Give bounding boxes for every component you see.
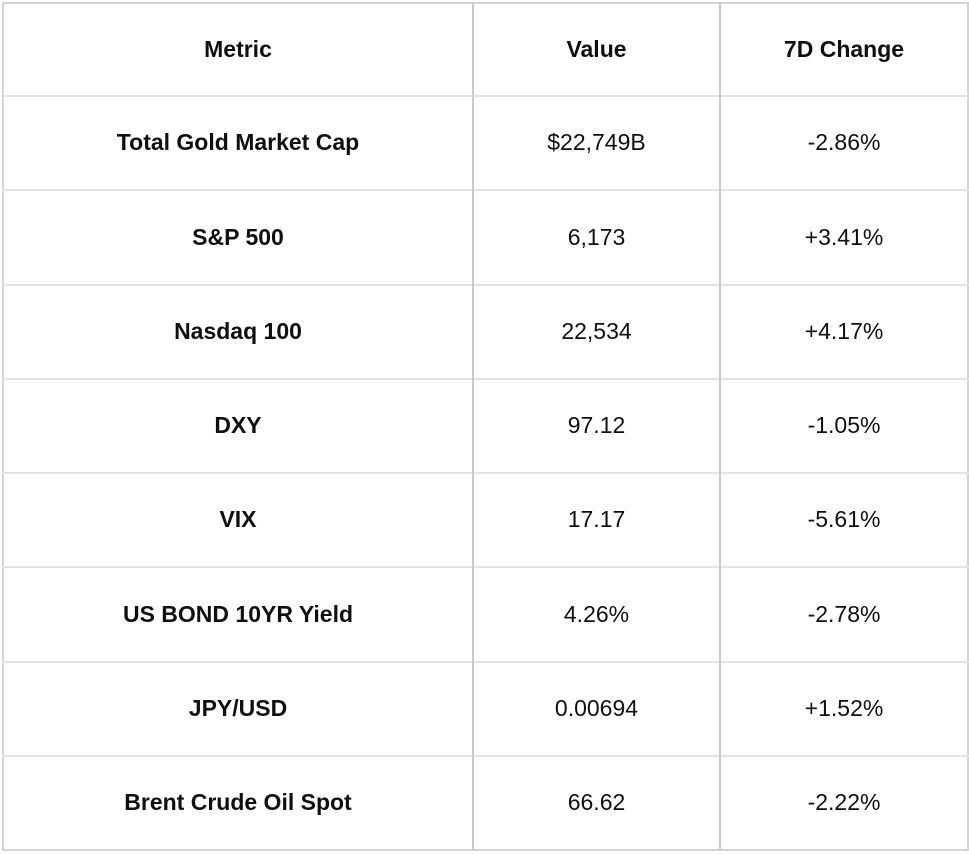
value-cell: 6,173 <box>472 189 720 285</box>
change-cell: -2.22% <box>719 754 968 850</box>
change-cell: +1.52% <box>719 660 968 756</box>
table-row: Total Gold Market Cap $22,749B -2.86% <box>3 94 968 191</box>
table-row: Brent Crude Oil Spot 66.62 -2.22% <box>3 754 968 850</box>
change-cell: -2.86% <box>719 94 968 191</box>
value-cell: 4.26% <box>472 566 720 662</box>
metric-cell: Brent Crude Oil Spot <box>3 754 473 850</box>
value-cell: $22,749B <box>472 94 720 191</box>
metric-cell: VIX <box>3 471 473 568</box>
value-cell: 66.62 <box>472 754 720 850</box>
value-cell: 0.00694 <box>472 660 720 756</box>
change-cell: +4.17% <box>719 283 968 379</box>
table-row: JPY/USD 0.00694 +1.52% <box>3 660 968 756</box>
change-cell: -1.05% <box>719 377 968 473</box>
table-row: Nasdaq 100 22,534 +4.17% <box>3 283 968 379</box>
value-cell: 22,534 <box>472 283 720 379</box>
header-row: Metric Value 7D Change <box>3 3 968 96</box>
metric-cell: JPY/USD <box>3 660 473 756</box>
change-cell: +3.41% <box>719 189 968 285</box>
change-cell: -5.61% <box>719 471 968 568</box>
metric-cell: S&P 500 <box>3 189 473 285</box>
column-header-value: Value <box>472 3 720 96</box>
value-cell: 17.17 <box>472 471 720 568</box>
column-header-7d-change: 7D Change <box>719 3 968 96</box>
table-row: S&P 500 6,173 +3.41% <box>3 189 968 285</box>
table-row: VIX 17.17 -5.61% <box>3 471 968 568</box>
table-row: DXY 97.12 -1.05% <box>3 377 968 473</box>
metric-cell: US BOND 10YR Yield <box>3 566 473 662</box>
table-row: US BOND 10YR Yield 4.26% -2.78% <box>3 566 968 662</box>
value-cell: 97.12 <box>472 377 720 473</box>
metric-cell: Nasdaq 100 <box>3 283 473 379</box>
metric-cell: Total Gold Market Cap <box>3 94 473 191</box>
column-header-metric: Metric <box>3 3 473 96</box>
change-cell: -2.78% <box>719 566 968 662</box>
metric-cell: DXY <box>3 377 473 473</box>
